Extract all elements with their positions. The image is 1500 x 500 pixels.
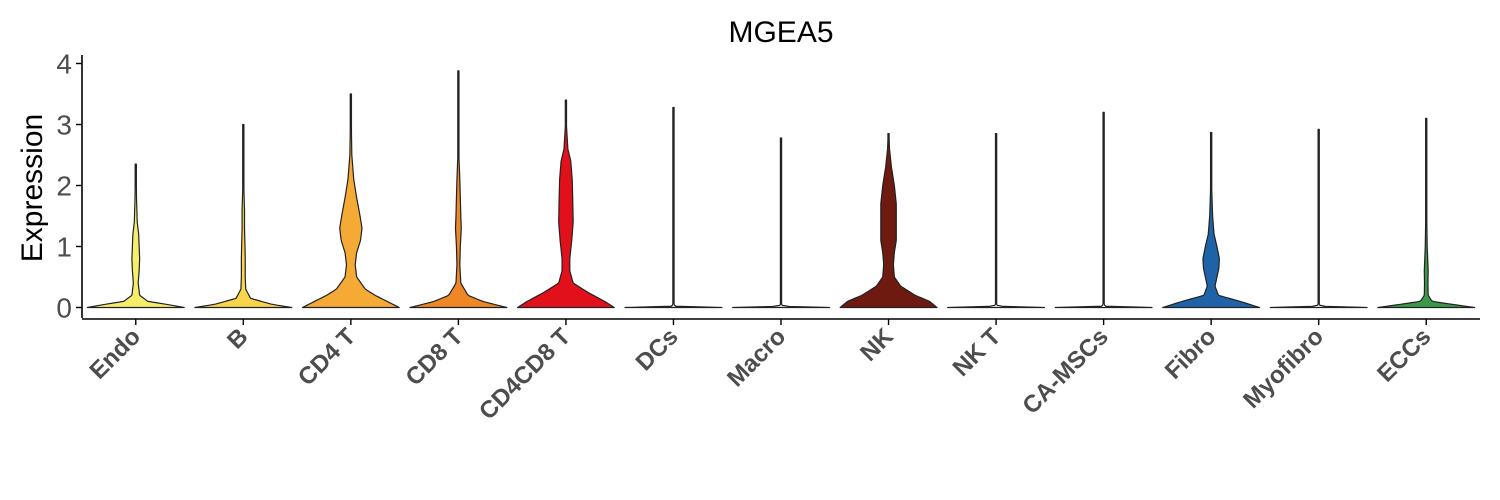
violin-eccs [1377, 117, 1476, 309]
y-tick-label: 1 [56, 232, 72, 263]
violin-dcs [624, 106, 723, 309]
violin-cd8-t [409, 70, 508, 309]
chart-title: MGEA5 [728, 16, 833, 49]
violin-group [86, 70, 1476, 309]
x-tick-label: Myofibro [1238, 323, 1329, 414]
x-tick-label: CA-MSCs [1017, 323, 1113, 419]
violin-nk [839, 133, 938, 309]
violin-b [194, 123, 293, 309]
x-tick-label: CD4CD8 T [474, 323, 576, 425]
violin-macro [732, 137, 830, 309]
y-tick-label: 0 [56, 293, 72, 324]
x-tick-label: DCs [631, 323, 684, 376]
y-tick-label: 4 [56, 49, 72, 80]
y-axis-label: Expression [16, 114, 49, 262]
violin-endo [86, 163, 185, 309]
y-tick-label: 2 [56, 171, 72, 202]
violin-cd4-t [301, 93, 400, 309]
x-tick-label: CD4 T [293, 323, 361, 391]
y-axis: 0 1 2 3 4 [56, 49, 83, 324]
y-tick-label: 3 [56, 110, 72, 141]
violin-fibro [1162, 131, 1261, 309]
x-tick-label: Endo [84, 323, 146, 385]
violin-myofibro [1269, 128, 1368, 309]
x-tick-label: CD8 T [401, 323, 469, 391]
violin-nk-t [947, 133, 1046, 309]
x-tick-label: NK T [948, 323, 1007, 382]
x-tick-label: NK [855, 323, 899, 367]
x-axis: Endo B CD4 T CD8 T CD4CD8 T DCs Macro NK NK T CA-… [82, 318, 1480, 425]
x-tick-label: Macro [722, 323, 791, 392]
violin-cd4cd8-t [516, 99, 615, 309]
x-tick-label: ECCs [1372, 323, 1436, 387]
x-tick-label: Fibro [1160, 323, 1222, 385]
violin-ca-mscs [1054, 111, 1153, 309]
x-tick-label: B [222, 323, 253, 354]
